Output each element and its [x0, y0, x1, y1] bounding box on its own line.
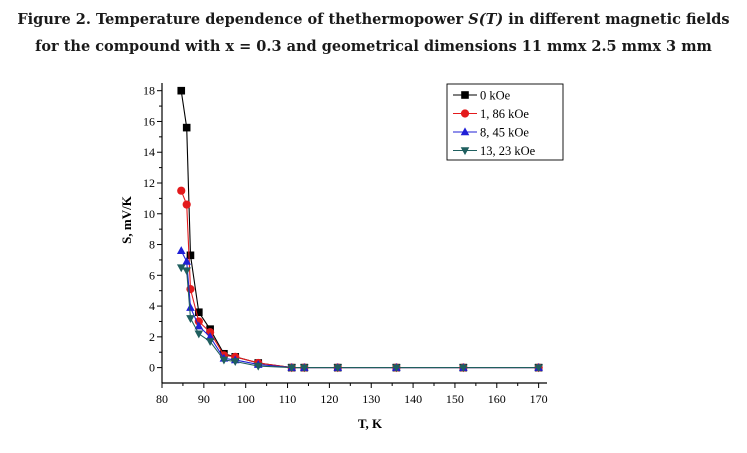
- data-point: [230, 358, 240, 367]
- y-axis-label: S, mV/K: [119, 195, 134, 244]
- y-tick-label: 6: [149, 268, 155, 282]
- series-line: [180, 250, 539, 369]
- x-axis-label: T, K: [358, 416, 383, 431]
- x-tick-label: 160: [488, 392, 506, 406]
- y-tick-label: 2: [149, 330, 155, 344]
- series-3: [176, 264, 543, 373]
- y-tick-label: 4: [149, 299, 155, 313]
- data-point: [182, 200, 191, 209]
- y-tick-label: 12: [143, 176, 155, 190]
- x-tick-label: 90: [198, 392, 210, 406]
- data-point: [205, 338, 215, 347]
- data-point: [177, 186, 186, 195]
- caption-line-1-end: in different magnetic fields: [503, 11, 730, 28]
- data-point: [219, 356, 229, 365]
- data-point: [194, 330, 204, 339]
- data-point: [177, 86, 186, 95]
- y-tick-label: 18: [143, 84, 155, 98]
- caption-line-2: for the compound with x = 0.3 and geomet…: [35, 38, 712, 55]
- data-point: [182, 256, 191, 265]
- y-tick-label: 16: [143, 114, 155, 128]
- data-point: [253, 362, 263, 371]
- x-tick-label: 110: [279, 392, 297, 406]
- data-point: [287, 364, 297, 373]
- data-point: [333, 364, 343, 373]
- legend-marker: [460, 127, 470, 136]
- legend-marker: [460, 147, 470, 156]
- data-point: [392, 364, 401, 373]
- data-point: [194, 317, 203, 326]
- data-point: [186, 251, 195, 260]
- x-tick-label: 150: [446, 392, 464, 406]
- data-point: [195, 308, 203, 317]
- data-point: [176, 264, 186, 273]
- legend-marker: [460, 109, 470, 118]
- series-2: [176, 246, 543, 371]
- data-point: [534, 364, 543, 373]
- y-tick-label: 10: [143, 207, 155, 221]
- data-point: [182, 267, 191, 276]
- series-line: [180, 190, 539, 369]
- y-tick-label: 0: [149, 361, 155, 375]
- caption-line-1-start: Figure 2. Temperature dependence of thet…: [17, 11, 469, 28]
- data-point: [186, 303, 195, 311]
- data-point: [182, 123, 191, 132]
- x-tick-label: 130: [362, 392, 380, 406]
- legend-label: 1, 86 kOe: [480, 107, 529, 121]
- x-tick-label: 120: [320, 392, 338, 406]
- data-point: [459, 364, 468, 373]
- y-tick-label: 14: [143, 145, 155, 159]
- caption-symbol: S(T): [468, 11, 504, 28]
- series-line: [180, 267, 539, 369]
- legend-label: 13, 23 kOe: [480, 144, 536, 158]
- data-point: [176, 246, 186, 254]
- chart-legend: 0 kOe 1, 86 kOe 8, 45 kOe 13, 23 kOe: [446, 83, 564, 161]
- legend-marker: [461, 91, 469, 99]
- chart-axes: 80 90 100 110 120 130 140 150 160 170 0 2 4 6 8 10 12 14 1…: [143, 83, 548, 406]
- x-tick-label: 140: [404, 392, 422, 406]
- x-tick-label: 170: [530, 392, 548, 406]
- chart-series: [176, 86, 543, 373]
- x-tick-label: 100: [237, 392, 255, 406]
- x-tick-label: 80: [156, 392, 168, 406]
- y-tick-label: 8: [149, 238, 155, 252]
- legend-label: 8, 45 kOe: [480, 126, 529, 140]
- figure-caption: Figure 2. Temperature dependence of thet…: [0, 6, 747, 60]
- series-1: [177, 186, 543, 372]
- data-point: [299, 364, 309, 373]
- caption-line-1: Figure 2. Temperature dependence of thet…: [0, 6, 747, 33]
- data-point: [194, 321, 204, 330]
- legend-label: 0 kOe: [480, 89, 511, 103]
- data-point: [186, 315, 195, 323]
